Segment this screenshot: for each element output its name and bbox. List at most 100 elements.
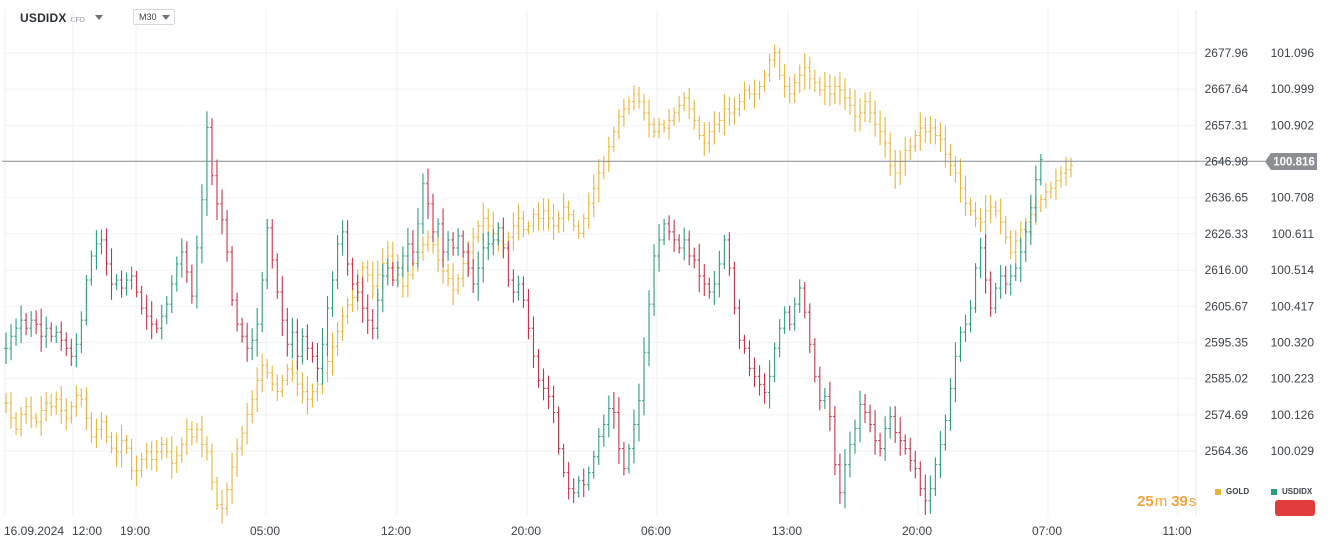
gold-bar bbox=[345, 297, 350, 324]
gold-bar bbox=[185, 418, 189, 456]
usdidx-bar bbox=[888, 406, 892, 439]
gold-bar bbox=[265, 359, 270, 379]
legend-gold[interactable]: GOLD bbox=[1215, 487, 1249, 496]
usdidx-bar bbox=[300, 328, 305, 365]
alert-badge[interactable] bbox=[1275, 500, 1315, 516]
usdidx-swatch bbox=[1271, 488, 1277, 495]
usdidx-bar bbox=[411, 230, 415, 266]
left-axis-tick-label: 2616.00 bbox=[1205, 263, 1249, 277]
gold-bar bbox=[471, 227, 475, 262]
usdidx-bar bbox=[44, 316, 48, 348]
usdidx-bar bbox=[149, 301, 154, 340]
usdidx-bar bbox=[767, 360, 772, 409]
right-axis-tick-label: 100.029 bbox=[1271, 444, 1315, 458]
time-axis-tick-label: 20:00 bbox=[902, 524, 932, 538]
gold-bar bbox=[627, 96, 631, 115]
gold-bar bbox=[551, 204, 556, 241]
usdidx-bar bbox=[491, 228, 496, 256]
usdidx-bar bbox=[350, 257, 355, 291]
usdidx-bar bbox=[672, 219, 676, 253]
left-axis-tick-label: 2646.98 bbox=[1205, 155, 1249, 169]
usdidx-bar bbox=[385, 258, 390, 286]
gold-bar bbox=[888, 132, 892, 177]
gold-bar bbox=[732, 97, 737, 125]
gold-bar bbox=[139, 452, 144, 478]
gold-bar bbox=[923, 117, 928, 143]
gold-bar bbox=[687, 87, 692, 120]
usdidx-bar bbox=[154, 319, 159, 334]
countdown-seconds: 39 bbox=[1171, 493, 1188, 510]
usdidx-bar bbox=[1018, 237, 1023, 283]
gold-bar bbox=[39, 396, 43, 437]
usdidx-bar bbox=[54, 325, 59, 344]
usdidx-bar bbox=[647, 290, 651, 367]
symbol-selector[interactable]: USDIDX CFD bbox=[20, 11, 103, 25]
usdidx-bar bbox=[707, 277, 712, 299]
usdidx-bar bbox=[19, 305, 23, 344]
gold-bar bbox=[928, 116, 933, 144]
left-axis-tick-label: 2667.64 bbox=[1205, 82, 1249, 96]
gold-bar bbox=[908, 137, 913, 161]
gold-bar bbox=[280, 374, 285, 398]
gold-bar bbox=[657, 117, 661, 139]
gold-bar bbox=[245, 402, 249, 445]
gold-bar bbox=[802, 52, 807, 90]
left-price-axis: 2677.96 2667.64 2657.31 2646.98 2636.65 2626.… bbox=[1205, 46, 1249, 458]
gold-bar bbox=[69, 401, 74, 424]
usdidx-bar bbox=[752, 357, 757, 388]
usdidx-bar bbox=[586, 466, 591, 491]
usdidx-bar bbox=[436, 218, 440, 238]
usdidx-bar bbox=[205, 111, 209, 217]
gold-bar bbox=[632, 85, 636, 111]
usdidx-bar bbox=[486, 231, 491, 261]
gold-bar bbox=[446, 263, 450, 287]
time-axis-tick-label: 16.09.2024 bbox=[4, 524, 64, 538]
usdidx-bar bbox=[39, 308, 43, 352]
usdidx-bar bbox=[431, 193, 435, 243]
gold-bar bbox=[195, 423, 199, 444]
usdidx-bar bbox=[797, 279, 802, 313]
gold-bar bbox=[436, 232, 440, 273]
usdidx-bar bbox=[330, 271, 335, 317]
gold-bar bbox=[918, 112, 923, 151]
usdidx-bar bbox=[180, 238, 184, 278]
gold-bar bbox=[270, 365, 275, 392]
usdidx-bar bbox=[290, 317, 295, 359]
gold-bar bbox=[159, 436, 164, 460]
gold-bar bbox=[240, 425, 244, 456]
usdidx-bar bbox=[200, 184, 204, 264]
gold-bar bbox=[848, 88, 852, 116]
usdidx-series bbox=[4, 111, 1043, 515]
usdidx-bar bbox=[536, 348, 541, 388]
gold-bar bbox=[933, 118, 938, 145]
usdidx-bar bbox=[591, 450, 596, 479]
gold-bar bbox=[556, 211, 561, 234]
usdidx-bar bbox=[581, 468, 586, 497]
gold-bar bbox=[958, 158, 963, 203]
gold-bar bbox=[235, 438, 239, 477]
gold-bar bbox=[476, 220, 481, 243]
gold-bar bbox=[275, 374, 280, 402]
usdidx-bar bbox=[230, 246, 234, 306]
usdidx-bar bbox=[260, 271, 265, 333]
usdidx-bar bbox=[787, 305, 792, 331]
timeframe-selector[interactable]: M30 bbox=[133, 9, 175, 25]
usdidx-bar bbox=[195, 235, 199, 309]
gold-series bbox=[4, 44, 1073, 524]
time-axis-tick-label: 12:00 bbox=[381, 524, 411, 538]
gold-bar bbox=[591, 174, 596, 218]
gold-bar bbox=[215, 476, 219, 511]
usdidx-bar bbox=[702, 264, 707, 297]
gold-bar bbox=[672, 107, 676, 126]
gold-bar bbox=[652, 118, 656, 138]
gold-bar bbox=[99, 411, 104, 440]
legend-usdidx[interactable]: USDIDX bbox=[1271, 487, 1312, 496]
gold-bar bbox=[350, 290, 355, 313]
usdidx-bar bbox=[129, 266, 134, 290]
usdidx-bar bbox=[1039, 153, 1043, 186]
chevron-down-icon[interactable] bbox=[94, 15, 103, 20]
usdidx-bar bbox=[807, 303, 812, 354]
usdidx-bar bbox=[878, 432, 882, 457]
gold-bar bbox=[943, 125, 948, 168]
